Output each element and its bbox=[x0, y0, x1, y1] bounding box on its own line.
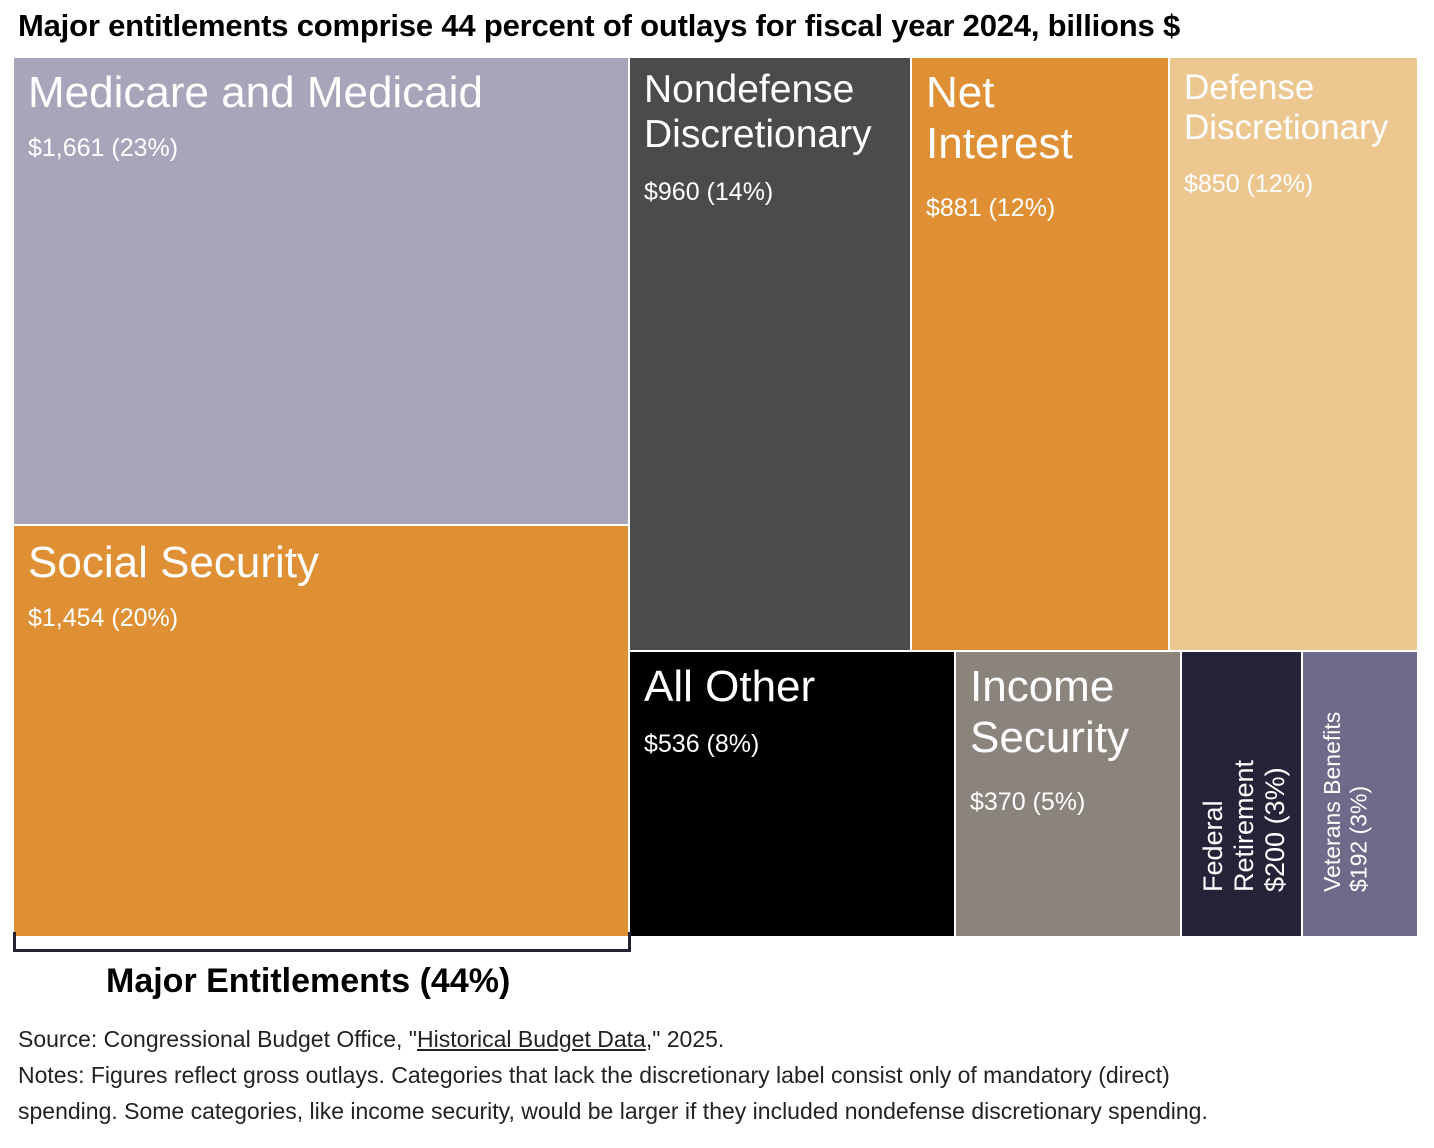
treemap-label-name: Social Security bbox=[28, 538, 320, 587]
major-entitlements-bracket bbox=[13, 932, 631, 952]
treemap-label-value: $1,454 (20%) bbox=[28, 604, 179, 632]
treemap-label-value: $370 (5%) bbox=[970, 788, 1086, 816]
notes-line-1: Notes: Figures reflect gross outlays. Ca… bbox=[18, 1062, 1170, 1088]
source-note: Source: Congressional Budget Office, "Hi… bbox=[18, 1021, 724, 1057]
notes-line-2: spending. Some categories, like income s… bbox=[18, 1098, 1208, 1124]
treemap-label-value: $536 (8%) bbox=[644, 730, 760, 758]
treemap-vertical-label: Federal Retirement $200 (3%) bbox=[1198, 666, 1291, 892]
treemap-cell-net-interest: Net Interest $881 (12%) bbox=[911, 57, 1169, 651]
treemap-cell-defense-discretionary: Defense Discretionary $850 (12%) bbox=[1169, 57, 1418, 651]
treemap-label-value: $192 (3%) bbox=[1345, 785, 1372, 892]
treemap-label-name: Veterans Benefits bbox=[1319, 711, 1345, 892]
notes: Notes: Figures reflect gross outlays. Ca… bbox=[18, 1057, 1208, 1129]
source-suffix: ," 2025. bbox=[645, 1026, 725, 1052]
treemap-label-value: $850 (12%) bbox=[1184, 170, 1314, 198]
treemap-label-name: Medicare and Medicaid bbox=[28, 68, 483, 117]
treemap-label-value: $1,661 (23%) bbox=[28, 134, 179, 162]
treemap-label-name: Net Interest bbox=[926, 68, 1073, 168]
treemap-cell-veterans-benefits: Veterans Benefits $192 (3%) bbox=[1302, 651, 1418, 937]
treemap-cell-nondefense-discretionary: Nondefense Discretionary $960 (14%) bbox=[629, 57, 911, 651]
treemap-label-name: Nondefense Discretionary bbox=[644, 68, 872, 156]
source-prefix: Source: Congressional Budget Office, " bbox=[18, 1026, 417, 1052]
treemap-cell-all-other: All Other $536 (8%) bbox=[629, 651, 955, 937]
treemap-label-value: $960 (14%) bbox=[644, 178, 774, 206]
treemap-label-value: $200 (3%) bbox=[1260, 767, 1291, 892]
treemap-label-name: Defense Discretionary bbox=[1184, 68, 1389, 148]
major-entitlements-label: Major Entitlements (44%) bbox=[106, 962, 511, 1000]
treemap-cell-medicare-and-medicaid: Medicare and Medicaid $1,661 (23%) bbox=[13, 57, 629, 525]
treemap-vertical-label: Veterans Benefits $192 (3%) bbox=[1319, 666, 1372, 892]
treemap-cell-income-security: Income Security $370 (5%) bbox=[955, 651, 1181, 937]
treemap-label-name: All Other bbox=[644, 662, 816, 711]
treemap-cell-social-security: Social Security $1,454 (20%) bbox=[13, 525, 629, 937]
source-link[interactable]: Historical Budget Data bbox=[416, 1026, 646, 1052]
treemap-label-name: Income Security bbox=[970, 662, 1129, 762]
chart-title: Major entitlements comprise 44 percent o… bbox=[18, 8, 1181, 43]
treemap-label-value: $881 (12%) bbox=[926, 194, 1056, 222]
treemap-label-name: Federal Retirement bbox=[1198, 759, 1260, 892]
treemap-cell-federal-retirement: Federal Retirement $200 (3%) bbox=[1181, 651, 1302, 937]
